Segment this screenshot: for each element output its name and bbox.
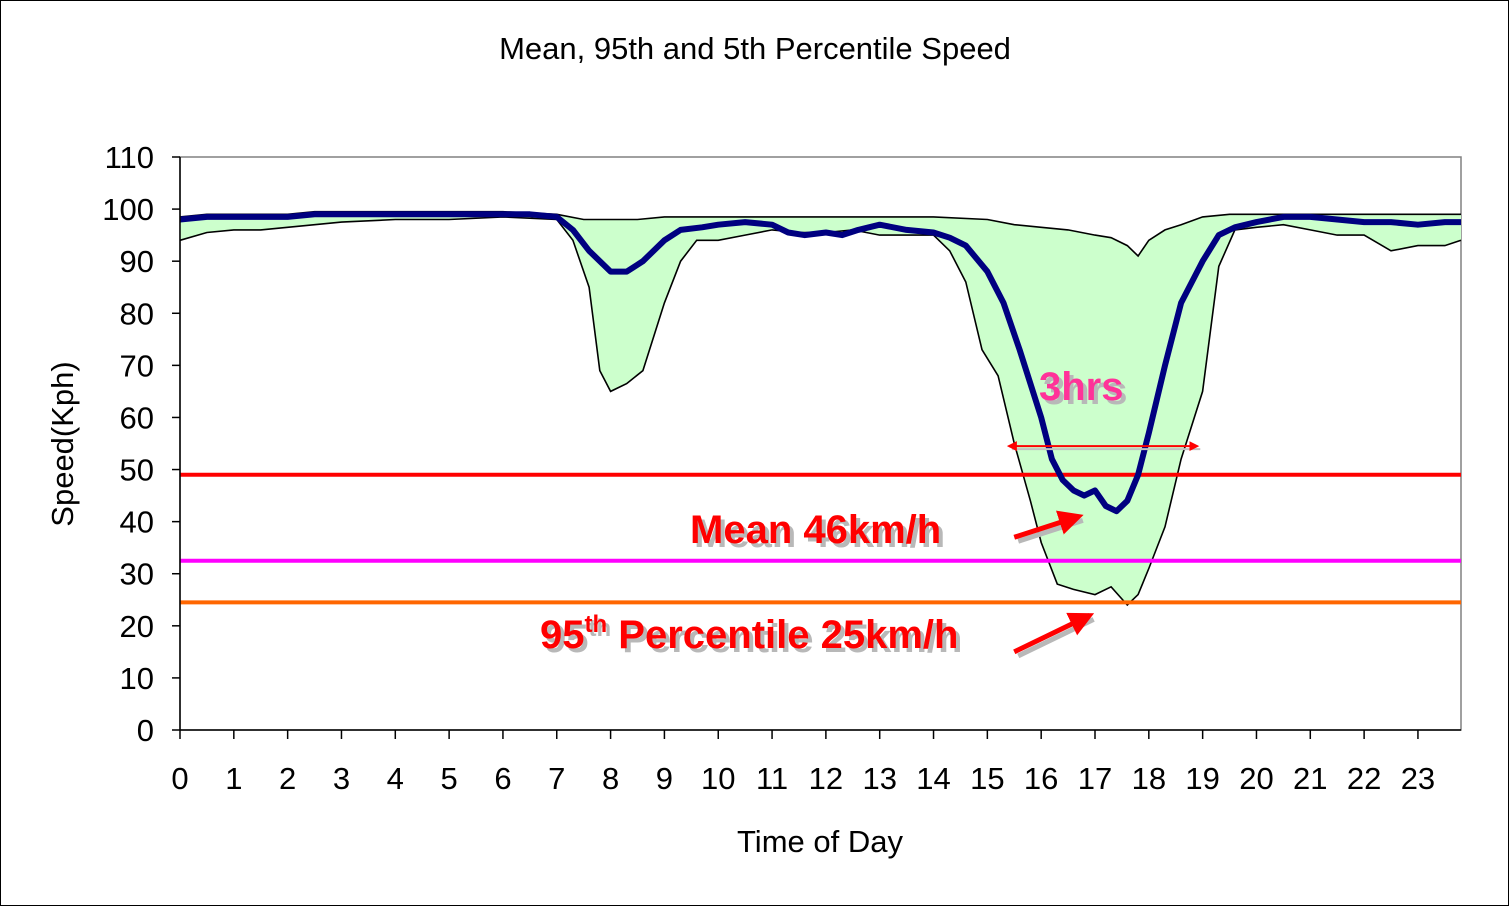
x-tick-label: 22 xyxy=(1347,761,1381,796)
mean-label: Mean 46km/h xyxy=(690,508,941,552)
x-tick-label: 17 xyxy=(1078,761,1112,796)
y-tick-label: 0 xyxy=(137,713,154,748)
p95-label-rest: Percentile 25km/h xyxy=(607,613,958,657)
x-tick-label: 6 xyxy=(494,761,511,796)
y-axis-label: Speed(Kph) xyxy=(45,361,80,526)
mean-line xyxy=(179,211,1461,515)
p95-label-sup: th xyxy=(585,611,608,638)
y-tick-label: 50 xyxy=(120,453,154,488)
x-tick-label: 12 xyxy=(809,761,843,796)
mean-series xyxy=(179,211,1461,515)
x-tick-label: 9 xyxy=(656,761,673,796)
x-tick-label: 19 xyxy=(1185,761,1219,796)
chart-title: Mean, 95th and 5th Percentile Speed xyxy=(499,31,1011,66)
y-tick-label: 90 xyxy=(120,244,154,279)
x-tick-label: 14 xyxy=(916,761,950,796)
hrs-label-shadow: 3hrs xyxy=(1043,369,1128,413)
y-tick-label: 70 xyxy=(120,348,154,383)
x-tick-label: 3 xyxy=(333,761,350,796)
x-tick-label: 23 xyxy=(1401,761,1435,796)
mean-arrow xyxy=(1013,510,1084,540)
mean-label-shadow: Mean 46km/h xyxy=(694,512,945,556)
x-tick-label: 7 xyxy=(548,761,565,796)
y-tick-label: 10 xyxy=(120,661,154,696)
y-tick-label: 60 xyxy=(120,400,154,435)
x-tick-label: 4 xyxy=(387,761,404,796)
x-tick-label: 21 xyxy=(1293,761,1327,796)
x-tick-label: 15 xyxy=(970,761,1004,796)
x-tick-label: 1 xyxy=(225,761,242,796)
p95-label-main: 95 xyxy=(540,613,585,657)
x-tick-label: 16 xyxy=(1024,761,1058,796)
x-tick-label: 13 xyxy=(862,761,896,796)
x-tick-label: 8 xyxy=(602,761,619,796)
p95-arrow xyxy=(1013,612,1095,655)
band-fill xyxy=(180,211,1461,605)
hrs-label: 3hrs xyxy=(1039,365,1124,409)
y-tick-label: 40 xyxy=(120,505,154,540)
y-tick-label: 80 xyxy=(120,296,154,331)
y-tick-label: 100 xyxy=(102,192,154,227)
y-tick-label: 30 xyxy=(120,557,154,592)
x-tick-label: 10 xyxy=(701,761,735,796)
x-tick-label: 20 xyxy=(1239,761,1273,796)
plot-area xyxy=(179,156,1462,731)
x-tick-label: 18 xyxy=(1132,761,1166,796)
y-tick-label: 20 xyxy=(120,609,154,644)
x-axis-label: Time of Day xyxy=(737,824,903,859)
plot-background xyxy=(179,156,1462,731)
x-tick-label: 5 xyxy=(440,761,457,796)
reference-lines xyxy=(180,472,1461,605)
annotations: 3hrs 3hrs Mean 46km/h Mean 46km/h 95th P… xyxy=(540,365,1201,661)
y-tick-label: 110 xyxy=(105,140,154,175)
x-tick-label: 2 xyxy=(279,761,296,796)
band-lower-edge xyxy=(179,216,1462,607)
x-tick-label: 0 xyxy=(171,761,188,796)
p95-label: 95th Percentile 25km/h xyxy=(540,611,958,657)
x-tick-label: 11 xyxy=(756,761,788,796)
p95-label-shadow: 95th Percentile 25km/h xyxy=(544,615,962,661)
